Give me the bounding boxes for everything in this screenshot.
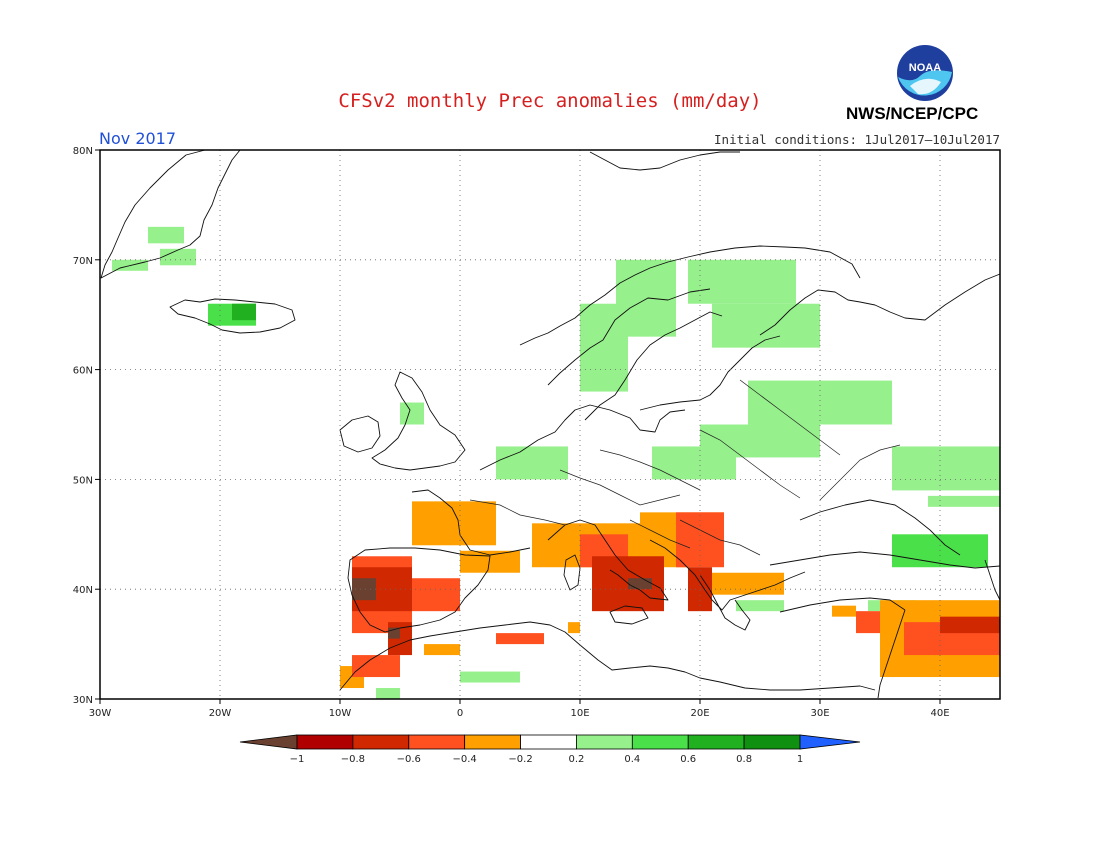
- italy-coastline: [547, 519, 669, 601]
- lon-tick-label: 20E: [690, 708, 709, 719]
- lon-tick-label: 30E: [810, 708, 829, 719]
- map-title: CFSv2 monthly Prec anomalies (mm/day): [338, 90, 762, 112]
- lat-tick-label: 60N: [73, 366, 93, 377]
- legend-swatch: [576, 734, 633, 750]
- anomaly-cell: [568, 622, 580, 634]
- anomaly-cell: [496, 446, 568, 480]
- anomaly-cell: [148, 226, 184, 244]
- turkey-south-coast: [779, 597, 906, 613]
- sicily-coastline: [609, 605, 649, 625]
- anomaly-cell: [652, 446, 736, 480]
- anomaly-cell: [352, 578, 376, 601]
- anomaly-cell: [496, 633, 544, 645]
- legend-swatch: [743, 734, 801, 750]
- anomaly-cell: [712, 303, 820, 348]
- levant-coastline: [877, 609, 906, 699]
- anomaly-cell: [400, 402, 424, 425]
- france-coastline: [411, 489, 531, 556]
- anomaly-cell: [676, 512, 724, 568]
- border-lines: [469, 379, 901, 556]
- british-isles-coastline: [371, 371, 466, 471]
- legend-tick-label: −0.8: [341, 754, 365, 765]
- legend-tick-label: −0.4: [453, 754, 477, 765]
- scandinavia-interior: [547, 288, 711, 386]
- legend-tick-label: 0.2: [568, 754, 584, 765]
- lon-tick-label: 0: [457, 708, 463, 719]
- anomaly-cell: [748, 380, 892, 425]
- svg-text:NOAA: NOAA: [909, 62, 941, 74]
- russia-north-coast: [759, 273, 1001, 336]
- initial-conditions-label: Initial conditions: 1Jul2017–10Jul2017: [714, 132, 1000, 147]
- anomaly-cell: [160, 248, 196, 266]
- lat-tick-label: 30N: [73, 695, 93, 706]
- legend-swatch: [408, 734, 466, 750]
- legend-tick-label: 0.4: [624, 754, 640, 765]
- legend-tick-label: 1: [797, 754, 803, 765]
- anomaly-cell: [688, 259, 796, 304]
- legend-upper-arrow: [799, 734, 861, 750]
- anomaly-cell: [232, 303, 256, 321]
- sardinia-coastline: [563, 554, 581, 591]
- ireland-coastline: [339, 415, 381, 453]
- lat-tick-label: 40N: [73, 585, 93, 596]
- lon-tick-label: 10E: [570, 708, 589, 719]
- legend-swatch: [687, 734, 745, 750]
- europe-west-coast: [479, 404, 686, 471]
- anomaly-cell: [388, 627, 400, 639]
- legend-tick-label: 0.6: [680, 754, 696, 765]
- anomaly-cell: [616, 259, 676, 337]
- anomaly-cell: [376, 688, 400, 699]
- noaa-logo-icon: NOAA: [897, 45, 953, 101]
- lat-tick-label: 80N: [73, 146, 93, 157]
- map-frame: [99, 149, 1001, 700]
- legend-lower-arrow: [239, 734, 298, 750]
- legend-swatch: [352, 734, 410, 750]
- turkey-coastline: [769, 551, 1001, 569]
- color-legend: −1 −0.8 −0.6 −0.4 −0.2 0.2 0.4 0.6 0.8 1: [239, 734, 861, 765]
- anomaly-cell: [412, 578, 460, 612]
- anomaly-cell: [628, 578, 652, 590]
- lat-tick-label: 70N: [73, 256, 93, 267]
- africa-north-coastline: [339, 621, 876, 691]
- anomaly-cell: [460, 550, 520, 573]
- legend-tick-label: −1: [290, 754, 305, 765]
- agency-label: NWS/NCEP/CPC: [846, 104, 979, 123]
- legend-tick-label: 0.8: [736, 754, 752, 765]
- anomaly-cell: [736, 600, 784, 612]
- legend-swatch: [296, 734, 354, 750]
- anomaly-cell: [928, 495, 1000, 507]
- greenland-coastline: [100, 149, 241, 279]
- balkans-coastline: [649, 539, 806, 611]
- lon-tick-label: 20W: [209, 708, 232, 719]
- forecast-month-label: Nov 2017: [99, 129, 177, 148]
- legend-swatch: [520, 734, 577, 750]
- legend-swatch: [464, 734, 521, 750]
- anomaly-cell: [412, 501, 496, 546]
- greece-coastline: [699, 574, 751, 631]
- lon-tick-label: 40E: [930, 708, 949, 719]
- iceland-coastline: [169, 298, 296, 334]
- baltic-finland-coast: [639, 335, 781, 411]
- anomaly-cell: [892, 446, 1000, 491]
- norway-coastline: [519, 245, 861, 346]
- caspian-coastline: [984, 559, 1001, 601]
- anomaly-cell: [856, 611, 880, 634]
- anomaly-cell: [460, 671, 520, 683]
- legend-tick-label: −0.2: [508, 754, 532, 765]
- lat-tick-label: 50N: [73, 475, 93, 486]
- lon-tick-label: 10W: [329, 708, 352, 719]
- anomaly-cell: [424, 644, 460, 656]
- legend-tick-label: −0.6: [397, 754, 421, 765]
- anomaly-cell: [940, 616, 1000, 634]
- legend-swatch: [631, 734, 689, 750]
- anomaly-cell: [352, 655, 400, 678]
- anomaly-cell: [832, 605, 856, 617]
- anomaly-cell: [712, 572, 784, 595]
- sweden-coast: [584, 311, 723, 421]
- svalbard-coastline: [589, 151, 740, 171]
- lon-tick-label: 30W: [89, 708, 112, 719]
